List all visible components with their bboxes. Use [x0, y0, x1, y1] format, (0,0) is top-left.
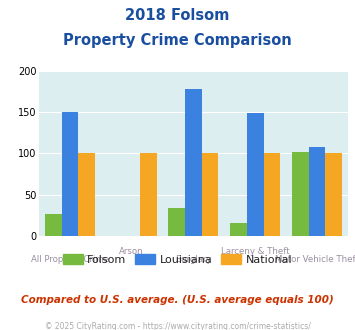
- Bar: [292, 152, 309, 236]
- Bar: [185, 89, 202, 236]
- Bar: [309, 147, 325, 236]
- Text: © 2025 CityRating.com - https://www.cityrating.com/crime-statistics/: © 2025 CityRating.com - https://www.city…: [45, 322, 310, 330]
- Text: All Property Crime: All Property Crime: [31, 255, 109, 264]
- Bar: [78, 153, 95, 236]
- Bar: [325, 153, 342, 236]
- Text: Compared to U.S. average. (U.S. average equals 100): Compared to U.S. average. (U.S. average …: [21, 295, 334, 305]
- Bar: [45, 214, 62, 236]
- Bar: [140, 153, 157, 236]
- Bar: [230, 223, 247, 236]
- Text: Larceny & Theft: Larceny & Theft: [221, 247, 290, 256]
- Text: Property Crime Comparison: Property Crime Comparison: [63, 33, 292, 48]
- Text: Burglary: Burglary: [175, 255, 212, 264]
- Text: 2018 Folsom: 2018 Folsom: [125, 8, 230, 23]
- Bar: [247, 113, 263, 236]
- Bar: [263, 153, 280, 236]
- Legend: Folsom, Louisiana, National: Folsom, Louisiana, National: [58, 249, 297, 269]
- Bar: [62, 112, 78, 236]
- Text: Arson: Arson: [119, 247, 144, 256]
- Bar: [202, 153, 218, 236]
- Text: Motor Vehicle Theft: Motor Vehicle Theft: [275, 255, 355, 264]
- Bar: [169, 208, 185, 236]
